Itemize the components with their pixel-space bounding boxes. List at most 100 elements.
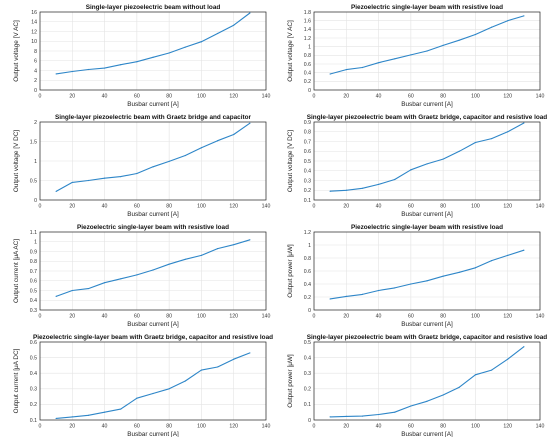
data-point <box>507 254 509 256</box>
y-tick-label: 0 <box>34 198 37 204</box>
data-point <box>233 133 235 136</box>
x-axis-label: Busbar current [A] <box>127 431 179 437</box>
data-point <box>523 15 525 17</box>
data-point <box>233 244 235 246</box>
data-point <box>490 369 493 371</box>
y-tick-label: 2 <box>34 120 37 126</box>
x-tick-label: 60 <box>134 94 140 100</box>
chart-title: Piezoelectric single-layer beam with res… <box>351 4 503 11</box>
data-point <box>249 352 251 354</box>
data-point <box>103 411 106 413</box>
y-tick-label: 0 <box>308 88 311 94</box>
data-point <box>184 46 186 48</box>
data-point <box>152 166 154 168</box>
x-tick-label: 120 <box>229 204 238 210</box>
y-tick-label: 0.6 <box>30 279 37 285</box>
chart-panel: 0 20 40 60 80 100 120 140 0.3 0.4 0.5 0.6 0.7 0.8 0.9 1… <box>13 224 270 328</box>
data-point <box>120 176 122 178</box>
y-tick-label: 0.2 <box>304 188 311 194</box>
x-tick-label: 40 <box>102 314 108 320</box>
x-tick-label: 80 <box>440 94 446 100</box>
x-tick-label: 60 <box>134 314 140 320</box>
data-point <box>458 271 460 273</box>
data-point <box>490 137 493 140</box>
data-point <box>55 190 57 193</box>
x-tick-label: 80 <box>440 314 446 320</box>
x-tick-label: 80 <box>166 424 172 430</box>
x-tick-label: 60 <box>134 204 140 210</box>
y-tick-label: 0.2 <box>30 402 37 408</box>
x-tick-label: 120 <box>229 314 238 320</box>
data-point <box>410 283 412 285</box>
data-point <box>216 247 219 250</box>
x-tick-label: 20 <box>69 204 75 210</box>
data-point <box>87 287 90 290</box>
data-point <box>507 358 509 360</box>
y-tick-label: 4 <box>34 68 37 74</box>
x-tick-label: 20 <box>343 94 349 100</box>
data-point <box>103 67 106 69</box>
y-tick-label: 1 <box>308 44 311 50</box>
x-tick-label: 40 <box>376 424 382 430</box>
data-point <box>136 172 138 175</box>
y-tick-label: 0 <box>308 308 311 314</box>
data-point <box>474 267 477 269</box>
y-tick-label: 0.6 <box>304 149 311 155</box>
data-point <box>442 394 444 396</box>
x-tick-label: 20 <box>343 314 349 320</box>
x-tick-label: 140 <box>536 204 545 210</box>
data-point <box>490 26 493 28</box>
x-tick-label: 140 <box>536 94 545 100</box>
data-point <box>361 415 364 417</box>
data-point <box>55 73 57 75</box>
plot-frame <box>313 231 541 311</box>
y-axis-label: Output voltage [V AC] <box>287 20 294 82</box>
data-point <box>249 239 251 241</box>
y-tick-label: 0.8 <box>304 53 311 59</box>
data-point <box>71 289 73 292</box>
chart-panel: 0 20 40 60 80 100 120 140 0 2 4 6 8 10 12 14 16 Single-la… <box>13 4 270 108</box>
data-point <box>507 20 509 22</box>
data-point <box>200 369 203 371</box>
y-tick-label: 0.2 <box>304 79 311 85</box>
y-tick-label: 0.3 <box>304 178 311 184</box>
data-point <box>152 56 154 58</box>
y-tick-label: 0.5 <box>30 355 37 361</box>
data-point <box>345 69 347 71</box>
data-point <box>329 298 331 300</box>
data-point <box>507 131 509 133</box>
y-tick-label: 1.4 <box>304 27 311 33</box>
y-axis-label: Output current [μA AC] <box>13 239 20 303</box>
plot-frame <box>313 11 541 91</box>
data-point <box>329 190 331 192</box>
chart-panel: 0 20 40 60 80 100 120 140 0.1 0.2 0.3 0.4 0.5 0.6 0.7 0… <box>287 114 547 218</box>
y-tick-label: 0.1 <box>304 198 311 204</box>
x-tick-label: 20 <box>69 94 75 100</box>
y-tick-label: 0.4 <box>304 70 311 76</box>
y-axis-label: Output voltage [V AC] <box>13 20 20 82</box>
data-point <box>490 260 493 262</box>
data-point <box>87 179 90 182</box>
data-point <box>377 183 380 185</box>
plot-area <box>40 342 266 420</box>
x-tick-label: 80 <box>166 314 172 320</box>
chart-title: Piezoelectric single-layer beam with res… <box>77 224 229 231</box>
x-axis-label: Busbar current [A] <box>127 211 179 218</box>
y-tick-label: 0.4 <box>304 169 311 175</box>
data-point <box>71 181 73 184</box>
x-tick-label: 20 <box>69 314 75 320</box>
y-tick-label: 0.3 <box>30 387 37 393</box>
x-tick-label: 60 <box>408 204 414 210</box>
plot-frame <box>39 341 267 421</box>
data-point <box>200 41 203 43</box>
chart-panel: 0 20 40 60 80 100 120 140 0 0.5 1 1.5 2 Single-layer … <box>13 114 270 218</box>
chart-title: Piezoelectric single-layer beam with res… <box>351 224 503 231</box>
data-point <box>377 413 380 416</box>
data-point <box>168 263 170 265</box>
data-point <box>184 154 186 157</box>
data-point <box>103 282 106 284</box>
x-tick-label: 0 <box>313 314 316 320</box>
chart-title: Single-layer piezoelectric beam without … <box>86 4 221 11</box>
data-point <box>152 392 154 395</box>
data-point <box>523 346 525 348</box>
